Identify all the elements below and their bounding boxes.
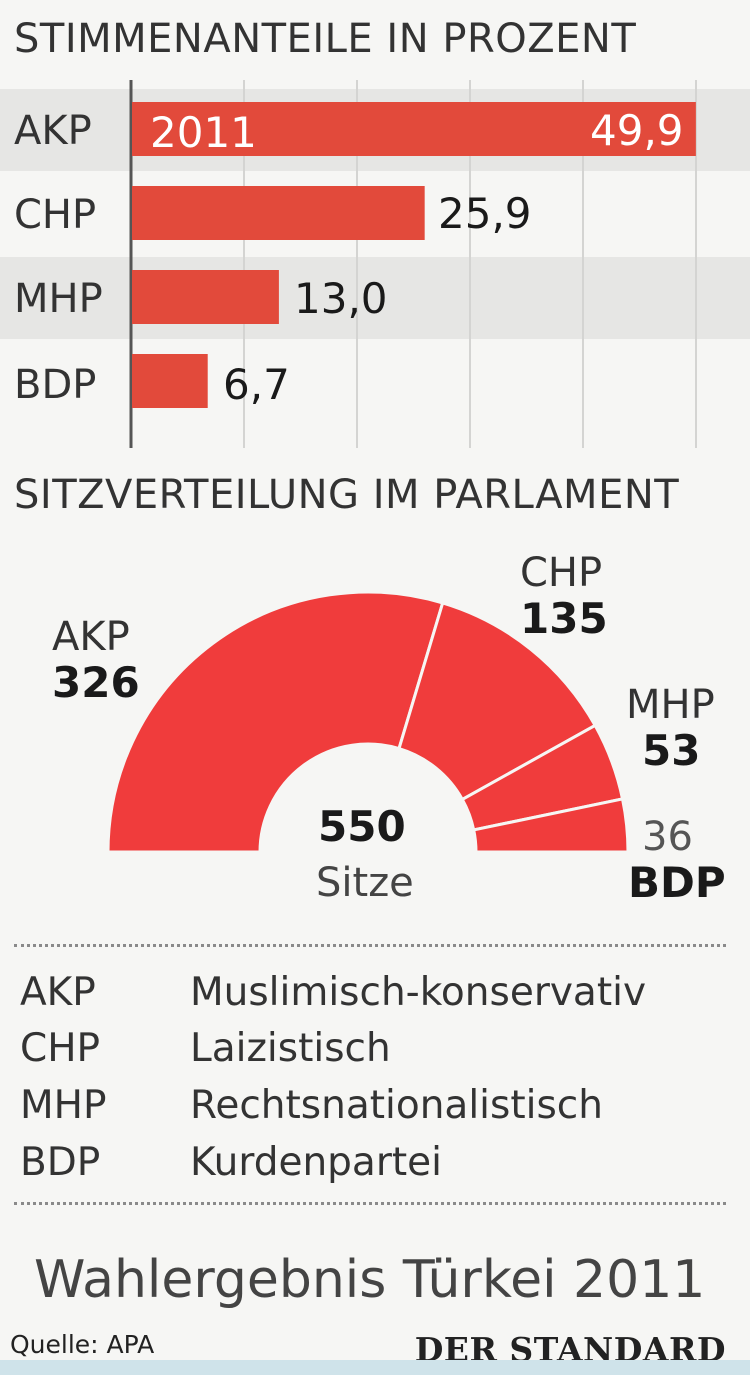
legend-code-akp: AKP [20,970,96,1015]
seat-marks [106,590,630,854]
legend-code-bdp: BDP [20,1140,101,1185]
seat-value-chp: 135 [520,594,608,643]
legend-code-mhp: MHP [20,1083,107,1128]
row-stripe-mhp [0,257,750,339]
party-label-bdp: BDP [14,362,97,408]
vote-share-heading: STIMMENANTEILE IN PROZENT [14,16,637,62]
seat-label-bdp: BDP [628,858,726,907]
bar-marks [132,102,696,408]
seat-label-mhp: MHP [626,682,715,728]
value-label-mhp: 13,0 [294,274,388,323]
bar-akp [132,102,696,156]
legend-desc-chp: Laizistisch [190,1026,391,1071]
party-label-mhp: MHP [14,276,103,322]
divider-top [14,944,726,947]
seat-distribution-heading: SITZVERTEILUNG IM PARLAMENT [14,472,680,518]
legend-desc-bdp: Kurdenpartei [190,1140,442,1185]
graphic-title: Wahlergebnis Türkei 2011 [34,1250,706,1310]
total-seats-value: 550 [318,802,406,851]
legend-desc-akp: Muslimisch-konservativ [190,970,647,1015]
value-label-akp: 49,9 [590,106,684,155]
legend-code-chp: CHP [20,1026,101,1071]
seat-label-chp: CHP [520,550,603,596]
seat-segment-chp [397,601,598,802]
seat-label-akp: AKP [52,614,130,660]
seat-value-akp: 326 [52,658,140,707]
value-label-bdp: 6,7 [223,360,290,409]
total-seats-label: Sitze [316,860,414,906]
bar-chp [132,186,425,240]
bar-mhp [132,270,279,324]
seat-semicircle-chart [106,590,630,854]
seat-segment-akp [106,590,445,854]
bar-bdp [132,354,208,408]
party-label-akp: AKP [14,108,92,154]
party-label-chp: CHP [14,192,97,238]
legend-desc-mhp: Rechtsnationalistisch [190,1083,603,1128]
seat-value-mhp: 53 [642,726,701,775]
vote-share-bar-chart [129,80,697,448]
value-label-chp: 25,9 [438,189,532,238]
bottom-accent-bar [0,1360,750,1375]
source-credit: Quelle: APA [10,1330,155,1359]
year-label-in-bar: 2011 [150,108,257,157]
seat-segment-bdp [471,797,630,854]
seat-value-bdp: 36 [642,814,693,860]
divider-bottom [14,1202,726,1205]
